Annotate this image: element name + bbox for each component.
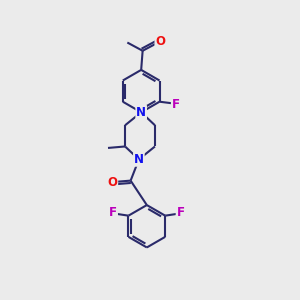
Text: F: F <box>172 98 180 111</box>
Text: O: O <box>107 176 117 189</box>
Text: N: N <box>134 153 144 166</box>
Text: F: F <box>176 206 184 219</box>
Text: N: N <box>136 106 146 119</box>
Text: O: O <box>155 35 165 48</box>
Text: F: F <box>109 206 117 219</box>
